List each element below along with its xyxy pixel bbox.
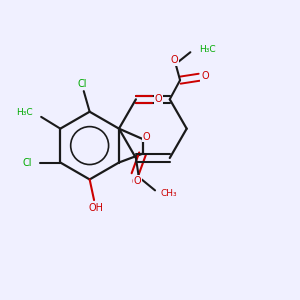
Text: O: O <box>143 132 151 142</box>
Text: O: O <box>155 94 162 104</box>
Text: CH₃: CH₃ <box>161 189 178 198</box>
Text: H₃C: H₃C <box>199 45 216 54</box>
Text: Cl: Cl <box>77 79 87 89</box>
Text: H₃C: H₃C <box>16 108 32 117</box>
Text: Cl: Cl <box>23 158 32 167</box>
Text: OH: OH <box>88 203 103 213</box>
Text: O: O <box>170 56 178 65</box>
Text: O: O <box>131 177 139 187</box>
Text: O: O <box>134 176 141 186</box>
Text: O: O <box>201 71 209 81</box>
